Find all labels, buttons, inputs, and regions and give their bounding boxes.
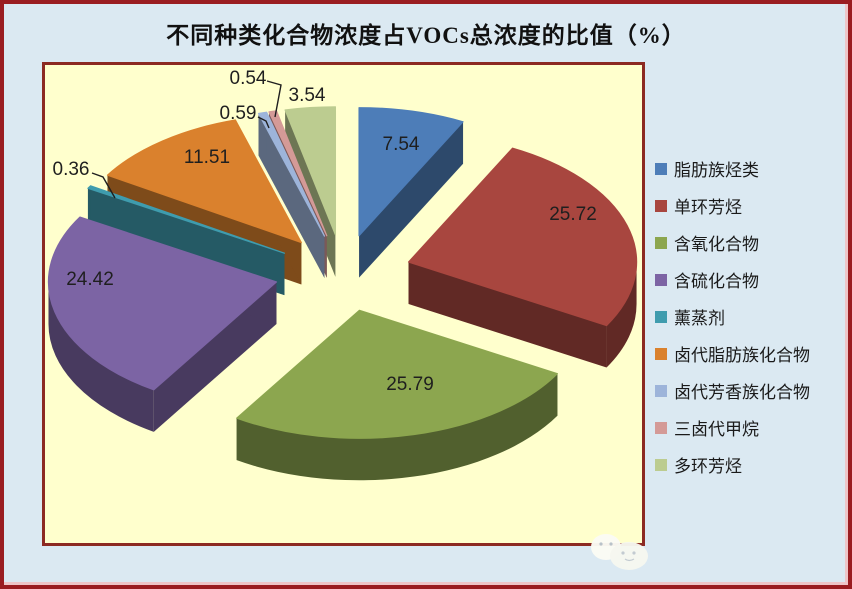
legend-label: 单环芳烃 [674,198,742,217]
legend-item: 脂肪族烃类 [655,150,845,187]
legend-swatch [655,384,667,397]
legend-label: 含氧化合物 [674,235,759,254]
legend-swatch [655,458,667,471]
legend-swatch [655,236,667,249]
legend-item: 多环芳烃 [655,446,845,483]
slice-value-label: 0.36 [53,159,90,180]
pie-slice-top [358,107,464,237]
pie-slice-top [236,309,558,439]
legend-swatch [655,310,667,323]
label-leader-line [91,172,116,199]
legend: 脂肪族烃类 单环芳烃 含氧化合物 含硫化合物 薰蒸剂 卤代脂肪族化合物 卤代芳香… [655,150,845,483]
legend-label: 卤代芳香族化合物 [674,383,810,402]
pie-slice [257,111,326,279]
legend-item: 含氧化合物 [655,224,845,261]
pie-chart: 7.54 25.72 25.79 24.42 0.36 11.51 0.59 0.54 3.54 [47,68,638,481]
pie-slices [47,106,638,481]
pie-value-labels: 7.54 25.72 25.79 24.42 0.36 11.51 0.59 0.54 3.54 [53,68,597,395]
slice-value-label: 3.54 [289,85,326,106]
chart-title: 不同种类化合物浓度占VOCs总浓度的比值（%） [166,23,686,48]
legend-item: 薰蒸剂 [655,298,845,335]
legend-swatch [655,273,667,286]
legend-label: 含硫化合物 [674,272,759,291]
legend-item: 卤代芳香族化合物 [655,372,845,409]
slice-value-label: 25.72 [549,204,597,225]
pie-slice-top [87,185,286,254]
legend-swatch [655,199,667,212]
pie-slice-side [408,262,607,368]
legend-label: 三卤代甲烷 [674,420,759,439]
pie-slice-side [153,281,277,432]
pie-slice [47,216,278,432]
pie-slice-rim [606,262,637,368]
legend-label: 卤代脂肪族化合物 [674,346,810,365]
pie-slice-top [257,111,326,237]
pie-slice-rim [236,373,558,481]
pie-slice [407,147,638,368]
legend-label: 脂肪族烃类 [674,161,759,180]
pie-slice-side [90,185,285,296]
legend-label: 薰蒸剂 [674,309,725,328]
legend-item: 三卤代甲烷 [655,409,845,446]
slice-value-label: 7.54 [383,134,420,155]
slice-value-label: 24.42 [66,269,114,290]
legend-label: 多环芳烃 [674,457,742,476]
legend-swatch [655,347,667,360]
slice-value-label: 11.51 [184,147,230,168]
legend-swatch [655,162,667,175]
plot-area: 7.54 25.72 25.79 24.42 0.36 11.51 0.59 0.54 3.54 [42,62,645,546]
slice-value-label: 0.54 [230,68,267,89]
pie-slice-top [407,147,638,327]
pie-slice-top [284,106,337,236]
pie-slice-top [106,119,302,244]
pie-slice [358,107,464,278]
pie-slice-rim [48,281,154,432]
legend-item: 卤代脂肪族化合物 [655,335,845,372]
pie-slice-side [359,121,464,278]
legend-swatch [655,421,667,434]
legend-item: 含硫化合物 [655,261,845,298]
slice-value-label: 25.79 [386,374,434,395]
pie-slice-top [47,216,278,391]
label-leader-line [257,116,270,129]
pie-slice [236,309,558,481]
slice-value-label: 0.59 [220,103,257,124]
legend-item: 单环芳烃 [655,187,845,224]
label-leader-line [266,80,282,118]
watermark-clouds [591,534,648,570]
